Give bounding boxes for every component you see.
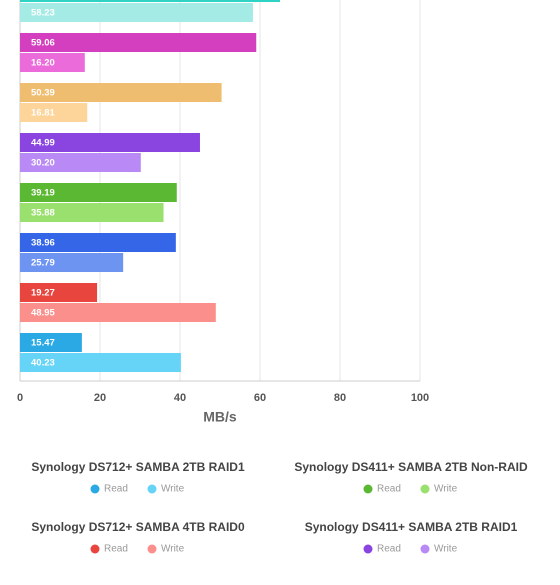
legend-title: Synology DS411+ SAMBA 2TB Non-RAID <box>294 460 528 474</box>
legend-swatch <box>90 544 100 554</box>
legend-swatch <box>147 484 157 494</box>
legend-swatch <box>420 544 430 554</box>
x-tick-label: 100 <box>411 392 429 404</box>
legend-swatch <box>90 484 100 494</box>
legend-label: Write <box>434 484 458 495</box>
value-label: 16.81 <box>31 108 55 119</box>
value-label: 25.79 <box>31 258 55 269</box>
legend-swatch <box>147 544 157 554</box>
value-label: 19.27 <box>31 288 55 299</box>
bar <box>20 253 124 272</box>
bar <box>20 333 82 352</box>
value-label: 30.20 <box>31 158 55 169</box>
value-label: 38.96 <box>31 238 55 249</box>
legend-label: Write <box>161 484 185 495</box>
value-label: 48.95 <box>31 308 55 319</box>
bar <box>20 233 176 252</box>
legend-swatch <box>363 484 373 494</box>
value-label: 58.23 <box>31 8 55 19</box>
x-tick-label: 20 <box>94 392 106 404</box>
value-label: 16.20 <box>31 58 55 69</box>
x-tick-label: 80 <box>334 392 346 404</box>
bar <box>20 103 88 122</box>
bar <box>20 353 181 372</box>
legend-swatch <box>363 544 373 554</box>
x-tick-label: 40 <box>174 392 186 404</box>
value-label: 50.39 <box>31 88 55 99</box>
value-label: 15.47 <box>31 338 55 349</box>
legend-title: Synology DS411+ SAMBA 2TB RAID1 <box>305 520 518 534</box>
legend-label: Write <box>434 544 458 555</box>
value-label: 59.06 <box>31 38 55 49</box>
legend-title: Synology DS712+ SAMBA 4TB RAID0 <box>31 520 245 534</box>
legend-label: Write <box>161 544 185 555</box>
value-label: 39.19 <box>31 188 55 199</box>
bar <box>20 203 164 222</box>
bar <box>20 183 177 202</box>
value-label: 40.23 <box>31 358 55 369</box>
bar <box>20 0 280 2</box>
value-label: 35.88 <box>31 208 55 219</box>
value-label: 44.99 <box>31 138 55 149</box>
bar <box>20 153 141 172</box>
legend-label: Read <box>104 484 128 495</box>
bar <box>20 83 222 102</box>
bar <box>20 33 257 52</box>
legend-label: Read <box>377 484 401 495</box>
bar <box>20 3 253 22</box>
legend-title: Synology DS712+ SAMBA 2TB RAID1 <box>31 460 245 474</box>
x-tick-label: 0 <box>17 392 23 404</box>
bar <box>20 133 200 152</box>
x-axis-label: MB/s <box>203 409 237 425</box>
legend-swatch <box>420 484 430 494</box>
x-tick-label: 60 <box>254 392 266 404</box>
bar <box>20 303 216 322</box>
legend-label: Read <box>377 544 401 555</box>
bar <box>20 53 85 72</box>
bar <box>20 283 98 302</box>
legend-label: Read <box>104 544 128 555</box>
